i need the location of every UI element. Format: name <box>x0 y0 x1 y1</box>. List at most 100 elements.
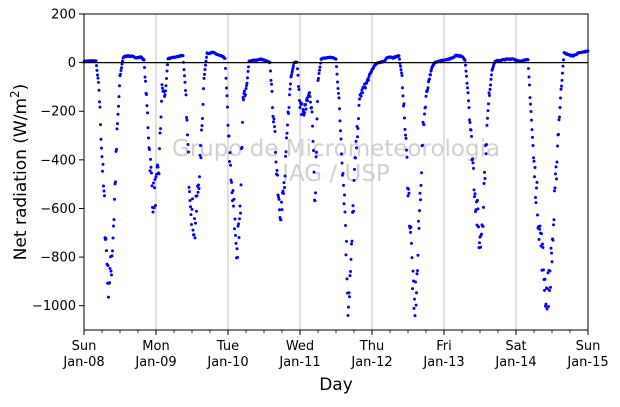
data-point <box>473 195 476 199</box>
data-point <box>487 102 490 106</box>
data-point <box>341 171 345 175</box>
data-point <box>367 78 370 82</box>
data-point <box>228 151 232 155</box>
data-point <box>561 64 565 68</box>
y-tick-label: −200 <box>40 105 76 120</box>
data-point <box>185 118 189 122</box>
data-point <box>352 209 355 213</box>
data-point <box>339 129 342 133</box>
data-point <box>246 76 249 80</box>
data-point <box>345 277 349 281</box>
data-point <box>557 132 560 136</box>
data-point <box>467 99 470 103</box>
data-point <box>548 269 552 273</box>
data-point <box>112 224 115 228</box>
data-point <box>529 110 533 114</box>
data-point <box>239 183 243 187</box>
data-point <box>226 105 229 109</box>
data-point <box>553 186 557 190</box>
data-point <box>287 111 290 115</box>
data-point <box>562 58 565 62</box>
data-point <box>478 241 481 245</box>
data-point <box>195 194 199 198</box>
data-point <box>283 174 287 178</box>
data-point <box>271 114 275 118</box>
data-point <box>343 193 346 197</box>
data-point <box>417 226 421 230</box>
data-point <box>482 205 485 209</box>
data-point <box>292 63 295 67</box>
x-tick-label: Jan-10 <box>206 355 248 370</box>
data-point <box>538 224 542 228</box>
data-point <box>102 184 105 188</box>
data-points <box>82 49 590 318</box>
data-point <box>415 291 418 295</box>
data-point <box>356 135 359 139</box>
data-point <box>546 287 549 291</box>
data-point <box>547 305 550 309</box>
data-point <box>196 190 200 194</box>
data-point <box>469 128 473 132</box>
x-tick-label: Jan-11 <box>278 355 320 370</box>
x-tick-day: Sat <box>505 339 526 354</box>
data-point <box>350 242 353 246</box>
data-point <box>282 181 286 185</box>
data-point <box>407 191 411 195</box>
data-point <box>237 235 241 239</box>
data-point <box>269 69 272 73</box>
data-point <box>348 274 352 278</box>
data-point <box>203 67 207 71</box>
data-point <box>483 176 487 180</box>
data-point <box>152 181 155 185</box>
data-point <box>347 291 351 295</box>
data-point <box>273 130 277 134</box>
data-point <box>275 168 279 172</box>
data-point <box>96 76 100 80</box>
data-point <box>99 137 103 141</box>
data-point <box>348 295 351 299</box>
data-point <box>296 73 300 77</box>
data-point <box>335 65 338 69</box>
data-point <box>424 105 427 109</box>
data-point <box>552 218 556 222</box>
data-point <box>229 178 233 182</box>
y-tick-label: 200 <box>51 8 76 23</box>
data-point <box>184 93 188 97</box>
data-point <box>417 219 420 223</box>
data-point <box>97 80 100 84</box>
y-axis-ticks: 200 0 −200 −400 −600 −800 −1000 <box>32 8 84 314</box>
x-tick-day: Sun <box>576 339 601 354</box>
data-point <box>538 227 541 231</box>
data-point <box>153 178 157 182</box>
data-point <box>154 175 158 179</box>
data-point <box>148 169 152 173</box>
data-point <box>187 185 191 189</box>
data-point <box>419 183 423 187</box>
data-point <box>398 57 401 61</box>
data-point <box>163 93 167 97</box>
data-point <box>156 165 160 169</box>
data-point <box>290 73 293 77</box>
x-tick-day: Mon <box>142 339 169 354</box>
data-point <box>412 306 416 310</box>
data-point <box>247 65 250 69</box>
data-point <box>188 190 191 194</box>
data-point <box>340 152 343 156</box>
data-point <box>403 116 406 120</box>
data-point <box>472 166 475 170</box>
data-point <box>291 66 295 70</box>
data-point <box>318 68 321 72</box>
data-point <box>543 288 546 292</box>
data-point <box>114 180 117 184</box>
x-tick-label: Jan-14 <box>494 355 536 370</box>
data-point <box>95 68 99 72</box>
watermark-line: IAG / USP <box>282 161 390 187</box>
data-point <box>466 91 470 95</box>
data-point <box>233 217 237 221</box>
data-point <box>270 82 273 86</box>
data-point <box>557 118 561 122</box>
data-point <box>302 113 306 117</box>
data-point <box>145 104 149 108</box>
data-point <box>342 202 346 206</box>
data-point <box>118 84 121 88</box>
